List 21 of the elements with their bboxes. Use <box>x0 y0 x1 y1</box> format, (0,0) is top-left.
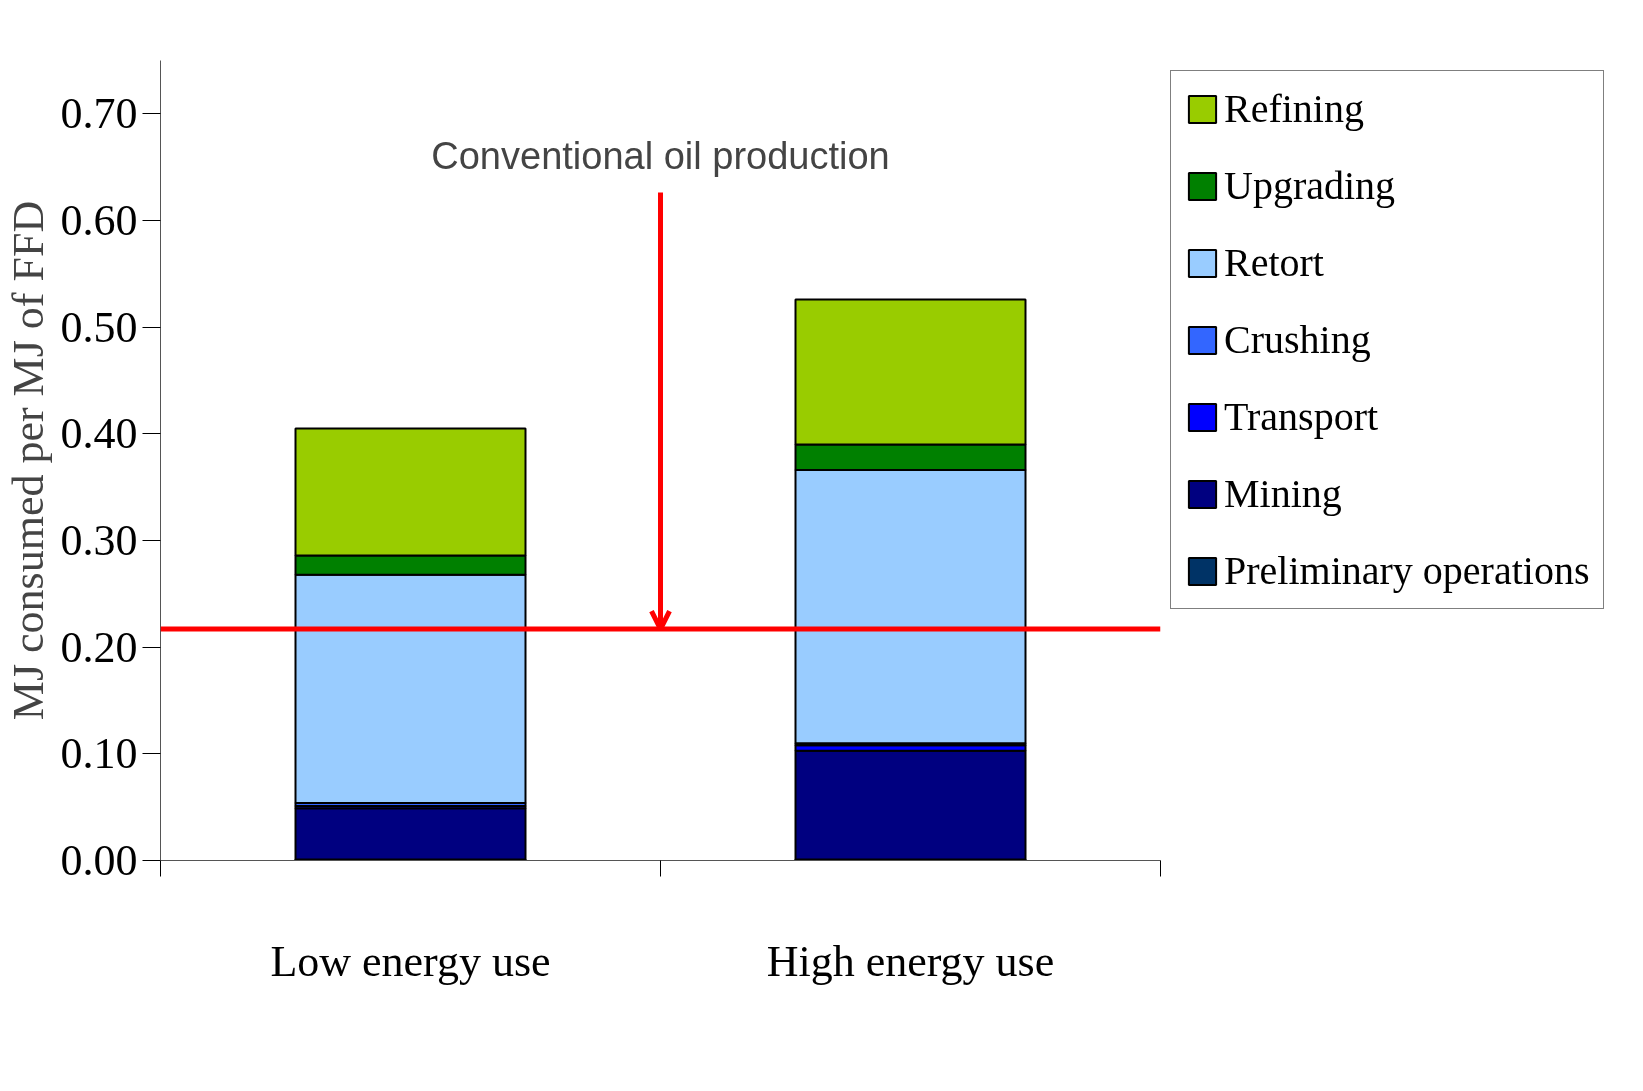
y-tick-label: 0.10 <box>60 729 138 779</box>
y-axis-title: MJ consumed per MJ of FFD <box>3 200 53 721</box>
annotation: Conventional oil production <box>431 134 890 177</box>
legend-label: Preliminary operations <box>1224 547 1590 594</box>
bar <box>294 807 527 861</box>
legend-label: Upgrading <box>1224 162 1396 209</box>
y-tick-label: 0.00 <box>60 836 138 885</box>
y-tick-label: 0.70 <box>60 89 138 139</box>
x-tick-label: High energy use <box>766 936 1055 986</box>
legend-label: Crushing <box>1224 316 1371 363</box>
bar <box>794 749 1027 861</box>
y-tick-label: 0.40 <box>60 409 138 459</box>
y-tick-label: 0.30 <box>60 516 138 565</box>
y-tick-label: 0.20 <box>60 622 138 672</box>
x-tick-label: Low energy use <box>270 936 551 986</box>
y-tick-label: 0.50 <box>60 302 138 352</box>
legend-label: Retort <box>1224 239 1324 286</box>
y-tick-label: 0.60 <box>60 196 138 245</box>
legend-label: Transport <box>1224 393 1379 440</box>
legend-label: Mining <box>1224 470 1342 517</box>
legend-label: Refining <box>1224 85 1364 132</box>
